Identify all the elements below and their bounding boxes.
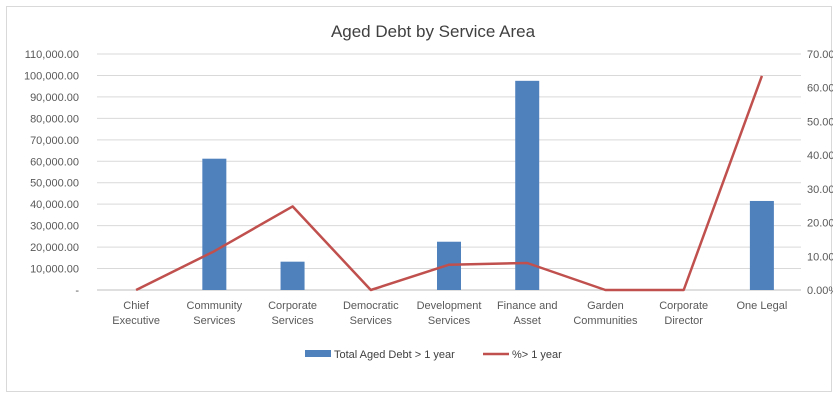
right-axis-tick-label: 20.00 bbox=[807, 218, 833, 230]
left-axis-tick-label: - bbox=[75, 285, 79, 297]
left-axis-tick-label: 100,000.00 bbox=[24, 70, 79, 82]
category-label: One Legal bbox=[737, 300, 788, 312]
category-label: Chief Executive bbox=[112, 300, 160, 327]
bar bbox=[749, 200, 774, 290]
left-axis-tick-label: 60,000.00 bbox=[30, 156, 79, 168]
category-label: Community Services bbox=[187, 300, 243, 327]
left-axis-tick-label: 20,000.00 bbox=[30, 242, 79, 254]
category-label: Development Services bbox=[417, 300, 482, 327]
right-axis-tick-label: 70.00 bbox=[807, 49, 833, 61]
left-axis-tick-label: 50,000.00 bbox=[30, 178, 79, 190]
category-label: Democratic Services bbox=[343, 300, 399, 327]
category-label: Garden Communities bbox=[573, 300, 638, 327]
left-axis-tick-label: 80,000.00 bbox=[30, 113, 79, 125]
left-axis-tick-label: 10,000.00 bbox=[30, 264, 79, 276]
bar bbox=[280, 261, 305, 290]
legend-swatch-bar bbox=[305, 350, 331, 357]
right-axis-tick-label: 10.00 bbox=[807, 251, 833, 263]
category-axis: Chief Executive Community Services Corporate… bbox=[112, 300, 787, 327]
bar-series bbox=[202, 80, 774, 291]
bar bbox=[202, 158, 227, 290]
chart-area: Aged Debt by Service Area - 10,000.00 20,0… bbox=[6, 6, 833, 392]
legend-label: %> 1 year bbox=[512, 349, 562, 361]
right-axis-tick-label: 30.00 bbox=[807, 184, 833, 196]
chart-svg: Aged Debt by Service Area - 10,000.00 20,0… bbox=[24, 22, 833, 361]
category-label: Finance and Asset bbox=[497, 300, 558, 327]
legend-label: Total Aged Debt > 1 year bbox=[334, 349, 455, 361]
legend: Total Aged Debt > 1 year %> 1 year bbox=[305, 349, 562, 361]
left-axis-tick-label: 70,000.00 bbox=[30, 135, 79, 147]
left-axis-tick-label: 110,000.00 bbox=[25, 49, 79, 61]
left-axis-tick-label: 90,000.00 bbox=[30, 92, 79, 104]
bar bbox=[515, 80, 540, 291]
right-axis-tick-label: 0.00% bbox=[807, 285, 833, 297]
left-axis-tick-label: 30,000.00 bbox=[30, 221, 79, 233]
left-axis-tick-label: 40,000.00 bbox=[30, 199, 79, 211]
right-axis-tick-label: 40.00 bbox=[807, 150, 833, 162]
right-axis: 0.00% 10.00 20.00 30.00 40.00 50.00 60.00 70.00 bbox=[807, 49, 833, 297]
category-label: Corporate Services bbox=[268, 300, 317, 327]
chart-title: Aged Debt by Service Area bbox=[331, 22, 536, 41]
right-axis-tick-label: 50.00 bbox=[807, 116, 833, 128]
left-axis: - 10,000.00 20,000.00 30,000.00 40,000.00 50,… bbox=[24, 49, 79, 297]
line-series bbox=[135, 75, 764, 292]
right-axis-tick-label: 60.00 bbox=[807, 83, 833, 95]
category-label: Corporate Director bbox=[659, 300, 708, 327]
